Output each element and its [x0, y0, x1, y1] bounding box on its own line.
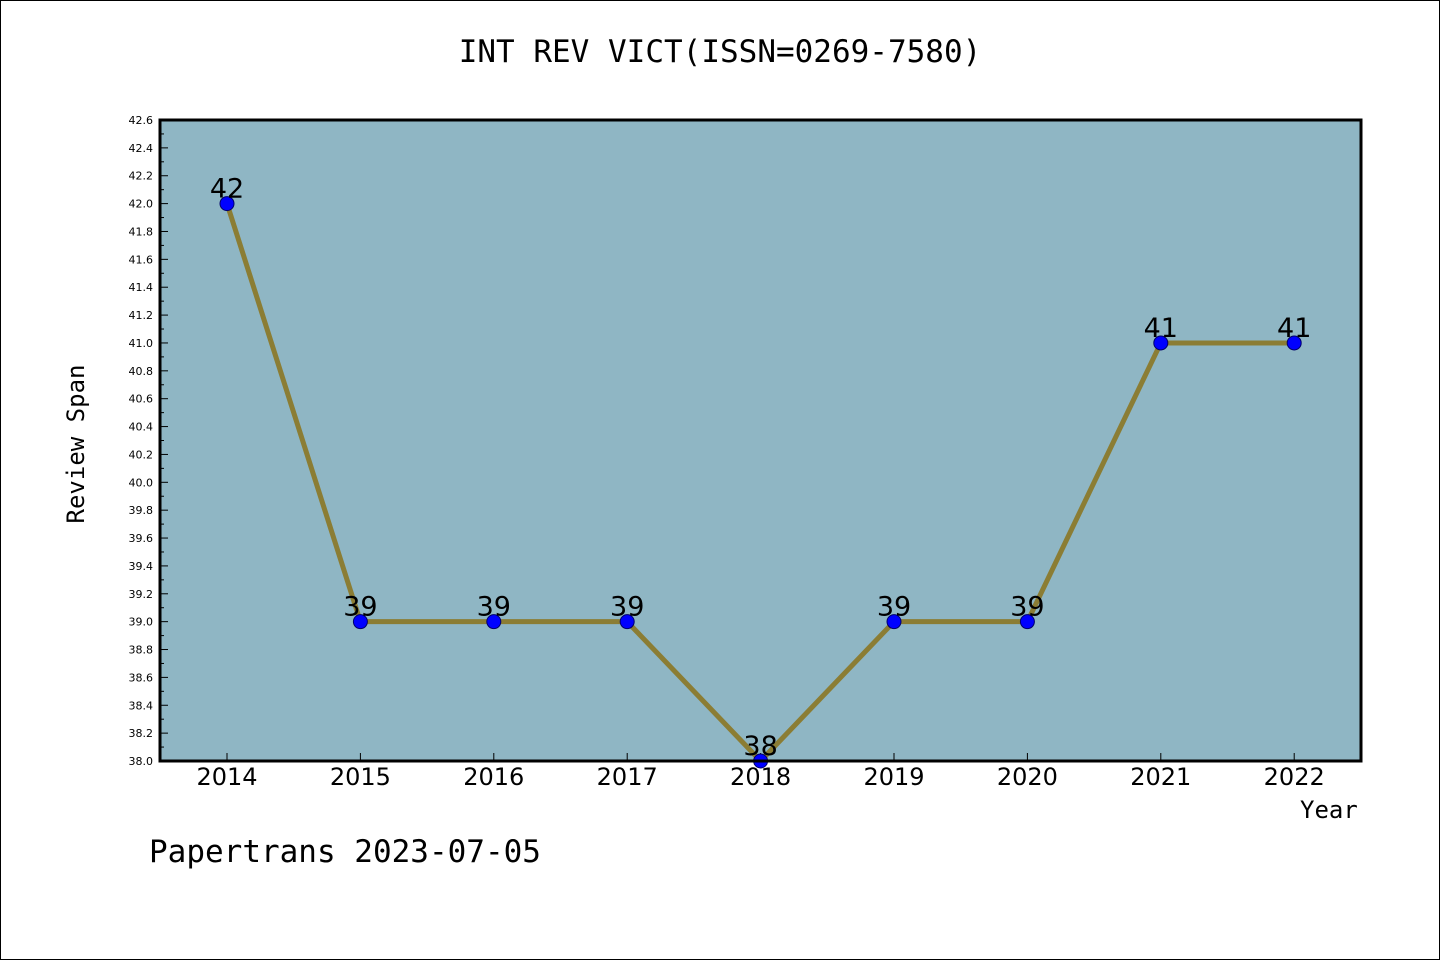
y-tick-label: 40.2 — [129, 448, 154, 461]
data-label: 39 — [477, 592, 511, 623]
y-tick-label: 39.4 — [129, 560, 154, 573]
data-point — [886, 614, 902, 630]
x-tick-label: 2020 — [997, 763, 1058, 791]
x-tick-label: 2015 — [330, 763, 391, 791]
y-tick-label: 41.6 — [129, 253, 154, 266]
data-label: 41 — [1277, 313, 1311, 344]
x-tick-label: 2017 — [597, 763, 658, 791]
chart-title: INT REV VICT(ISSN=0269-7580) — [458, 34, 982, 70]
x-tick-label: 2022 — [1264, 763, 1325, 791]
data-point — [1286, 335, 1302, 351]
x-tick-label: 2016 — [463, 763, 524, 791]
data-label: 42 — [210, 174, 244, 205]
y-tick-label: 38.0 — [129, 755, 154, 768]
x-tick-label: 2019 — [863, 763, 924, 791]
y-tick-label: 39.6 — [129, 532, 154, 545]
plot-border — [158, 118, 1363, 763]
data-label: 38 — [743, 731, 777, 762]
y-tick-label: 40.6 — [129, 393, 154, 406]
plot-area — [160, 120, 1361, 761]
x-tick-label: 2014 — [196, 763, 257, 791]
data-point — [486, 614, 502, 630]
data-point — [1153, 335, 1169, 351]
data-label: 39 — [877, 592, 911, 623]
data-label: 39 — [610, 592, 644, 623]
data-point — [352, 614, 368, 630]
y-axis: 38.0 38.2 38.4 38.6 38.8 39.0 39.2 39.4 39.6 39.8… — [129, 114, 168, 768]
y-tick-label: 40.0 — [129, 476, 154, 489]
x-tick-label: 2021 — [1130, 763, 1191, 791]
y-tick-label: 38.6 — [129, 671, 154, 684]
data-point — [619, 614, 635, 630]
footer-stamp: Papertrans 2023-07-05 — [149, 834, 541, 870]
y-tick-label: 39.8 — [129, 504, 154, 517]
data-point — [219, 196, 235, 212]
y-tick-label: 41.8 — [129, 225, 154, 238]
y-tick-label: 40.4 — [129, 421, 154, 434]
y-tick-label: 42.6 — [129, 114, 154, 127]
data-label: 41 — [1144, 313, 1178, 344]
y-tick-label: 42.0 — [129, 198, 154, 211]
y-tick-label: 41.2 — [129, 309, 154, 322]
y-tick-label: 38.2 — [129, 727, 154, 740]
data-point — [1019, 614, 1035, 630]
y-tick-label: 41.0 — [129, 337, 154, 350]
data-labels: 42 39 39 39 38 39 39 41 41 — [210, 174, 1312, 762]
y-tick-label: 41.4 — [129, 281, 154, 294]
data-label: 39 — [343, 592, 377, 623]
y-tick-label: 40.8 — [129, 365, 154, 378]
x-axis: 2014 2015 2016 2017 2018 2019 2020 2021 2022 — [196, 753, 1325, 791]
y-tick-label: 42.2 — [129, 170, 154, 183]
y-tick-label: 39.2 — [129, 588, 154, 601]
y-tick-label: 39.0 — [129, 616, 154, 629]
data-label: 39 — [1010, 592, 1044, 623]
y-tick-label: 38.8 — [129, 644, 154, 657]
x-axis-label: Year — [1300, 796, 1358, 824]
y-tick-label: 42.4 — [129, 142, 154, 155]
y-tick-label: 38.4 — [129, 699, 154, 712]
